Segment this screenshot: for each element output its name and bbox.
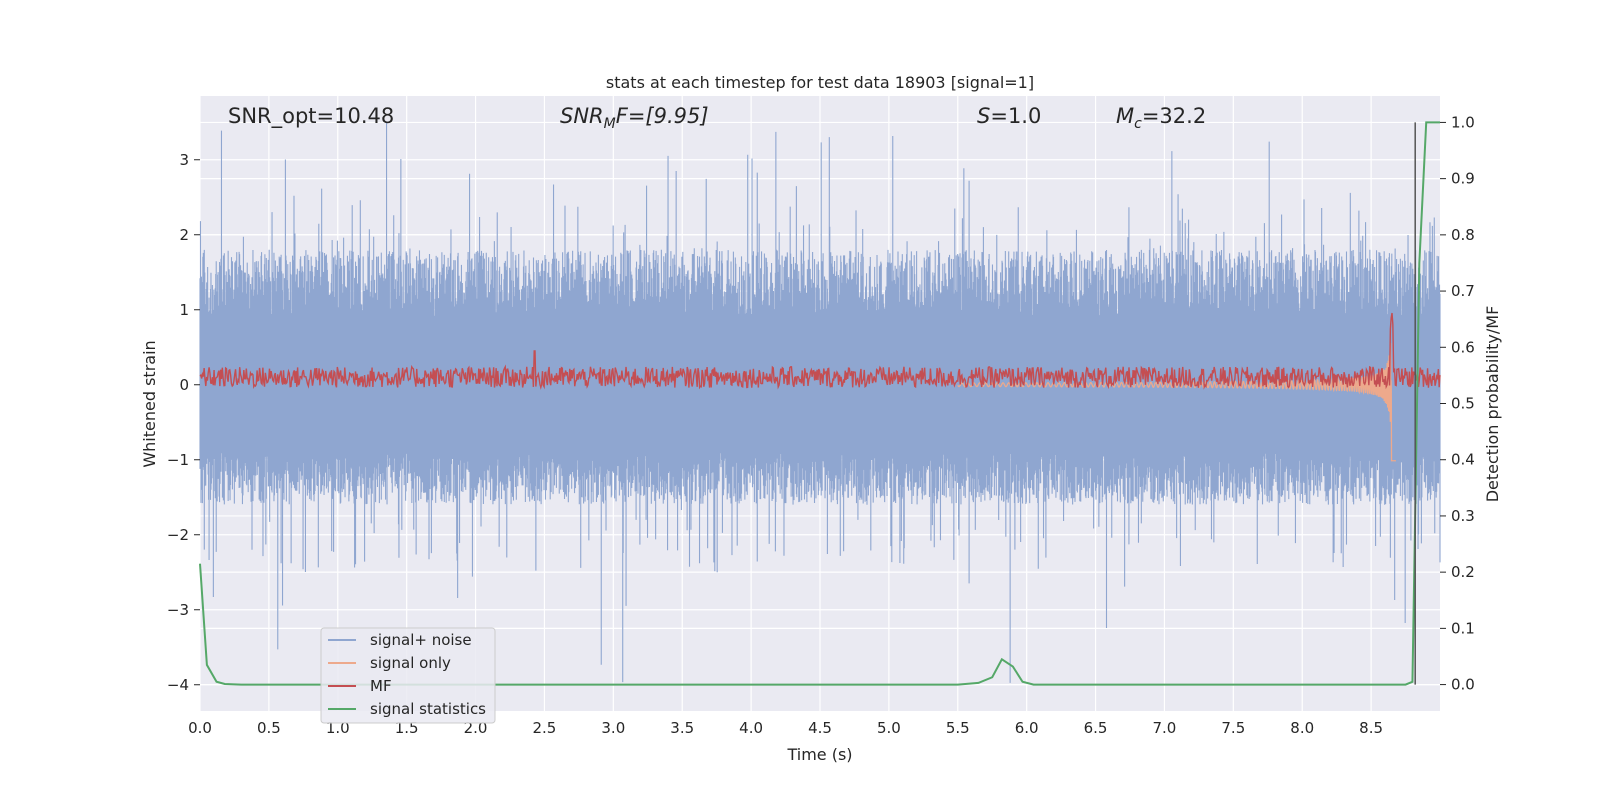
x-tick-label: 3.0 bbox=[601, 719, 625, 737]
mc-annotation: Mc=32.2 bbox=[1116, 104, 1206, 132]
x-tick-label: 4.5 bbox=[808, 719, 832, 737]
y-tick-label: 3 bbox=[179, 151, 189, 169]
y2-tick-label: 1.0 bbox=[1451, 113, 1475, 131]
snr-mf-rest: F=[9.95] bbox=[616, 104, 709, 128]
legend-label-mf: MF bbox=[370, 677, 392, 695]
legend: signal+ noise signal only MF signal stat… bbox=[320, 627, 496, 724]
legend-box bbox=[320, 627, 496, 724]
x-tick-label: 6.5 bbox=[1084, 719, 1108, 737]
mc-rest: =32.2 bbox=[1142, 104, 1206, 128]
snr-mf-sub: M bbox=[604, 116, 616, 132]
x-tick-label: 6.0 bbox=[1015, 719, 1039, 737]
x-tick-label: 8.0 bbox=[1290, 719, 1314, 737]
y2-tick-label: 0.8 bbox=[1451, 226, 1475, 244]
y2-tick-label: 0.5 bbox=[1451, 395, 1475, 413]
y-tick-label: 2 bbox=[179, 226, 189, 244]
chart-title: stats at each timestep for test data 189… bbox=[606, 73, 1034, 92]
mc-base: M bbox=[1116, 104, 1134, 128]
legend-label-signal-statistics: signal statistics bbox=[370, 700, 486, 718]
series-mf bbox=[199, 312, 1441, 390]
s-rest: =1.0 bbox=[990, 104, 1041, 128]
x-tick-label: 5.5 bbox=[946, 719, 970, 737]
series-signal-statistics bbox=[199, 121, 1440, 686]
y-tick-label: −3 bbox=[167, 601, 189, 619]
y-tick-label: −2 bbox=[167, 526, 189, 544]
y2-tick-label: 0.7 bbox=[1451, 282, 1475, 300]
x-tick-label: 8.5 bbox=[1359, 719, 1383, 737]
y-axis-right: 0.0 0.1 0.2 0.3 0.4 0.5 0.6 0.7 0.8 0.9 1.0 bbox=[1440, 113, 1475, 694]
x-tick-label: 0.5 bbox=[257, 719, 281, 737]
y-tick-label: −4 bbox=[167, 676, 189, 694]
y-axis-left: −4 −3 −2 −1 0 1 2 3 bbox=[167, 151, 200, 694]
y2-tick-label: 0.0 bbox=[1451, 676, 1475, 694]
mc-sub: c bbox=[1134, 116, 1142, 132]
snr-opt-annotation: SNR_opt=10.48 bbox=[228, 104, 394, 129]
y-tick-label: 1 bbox=[179, 301, 189, 319]
plot-area bbox=[199, 121, 1441, 686]
legend-label-signal-only: signal only bbox=[370, 654, 451, 672]
x-tick-label: 0.0 bbox=[188, 719, 212, 737]
y2-tick-label: 0.1 bbox=[1451, 619, 1475, 637]
x-tick-label: 7.0 bbox=[1153, 719, 1177, 737]
y-axis-label: Whitened strain bbox=[140, 340, 159, 467]
y2-axis-label: Detection probability/MF bbox=[1483, 306, 1502, 503]
y2-tick-label: 0.9 bbox=[1451, 170, 1475, 188]
y-tick-label: −1 bbox=[167, 451, 189, 469]
x-tick-label: 3.5 bbox=[670, 719, 694, 737]
x-tick-label: 7.5 bbox=[1221, 719, 1245, 737]
legend-label-signal-noise: signal+ noise bbox=[370, 631, 472, 649]
s-annotation: S=1.0 bbox=[977, 104, 1041, 128]
y2-tick-label: 0.6 bbox=[1451, 338, 1475, 356]
x-tick-label: 5.0 bbox=[877, 719, 901, 737]
x-axis-label: Time (s) bbox=[786, 745, 852, 764]
x-axis: 0.0 0.5 1.0 1.5 2.0 2.5 3.0 3.5 4.0 4.5 5.0 5.5 6.0 6… bbox=[188, 719, 1383, 737]
s-base: S bbox=[977, 104, 990, 128]
y2-tick-label: 0.2 bbox=[1451, 563, 1475, 581]
x-tick-label: 2.5 bbox=[533, 719, 557, 737]
x-tick-label: 4.0 bbox=[739, 719, 763, 737]
snr-mf-base: SNR bbox=[560, 104, 604, 128]
y2-tick-label: 0.4 bbox=[1451, 451, 1475, 469]
snr-mf-annotation: SNRMF=[9.95] bbox=[560, 104, 709, 132]
y2-tick-label: 0.3 bbox=[1451, 507, 1475, 525]
y-tick-label: 0 bbox=[179, 376, 189, 394]
